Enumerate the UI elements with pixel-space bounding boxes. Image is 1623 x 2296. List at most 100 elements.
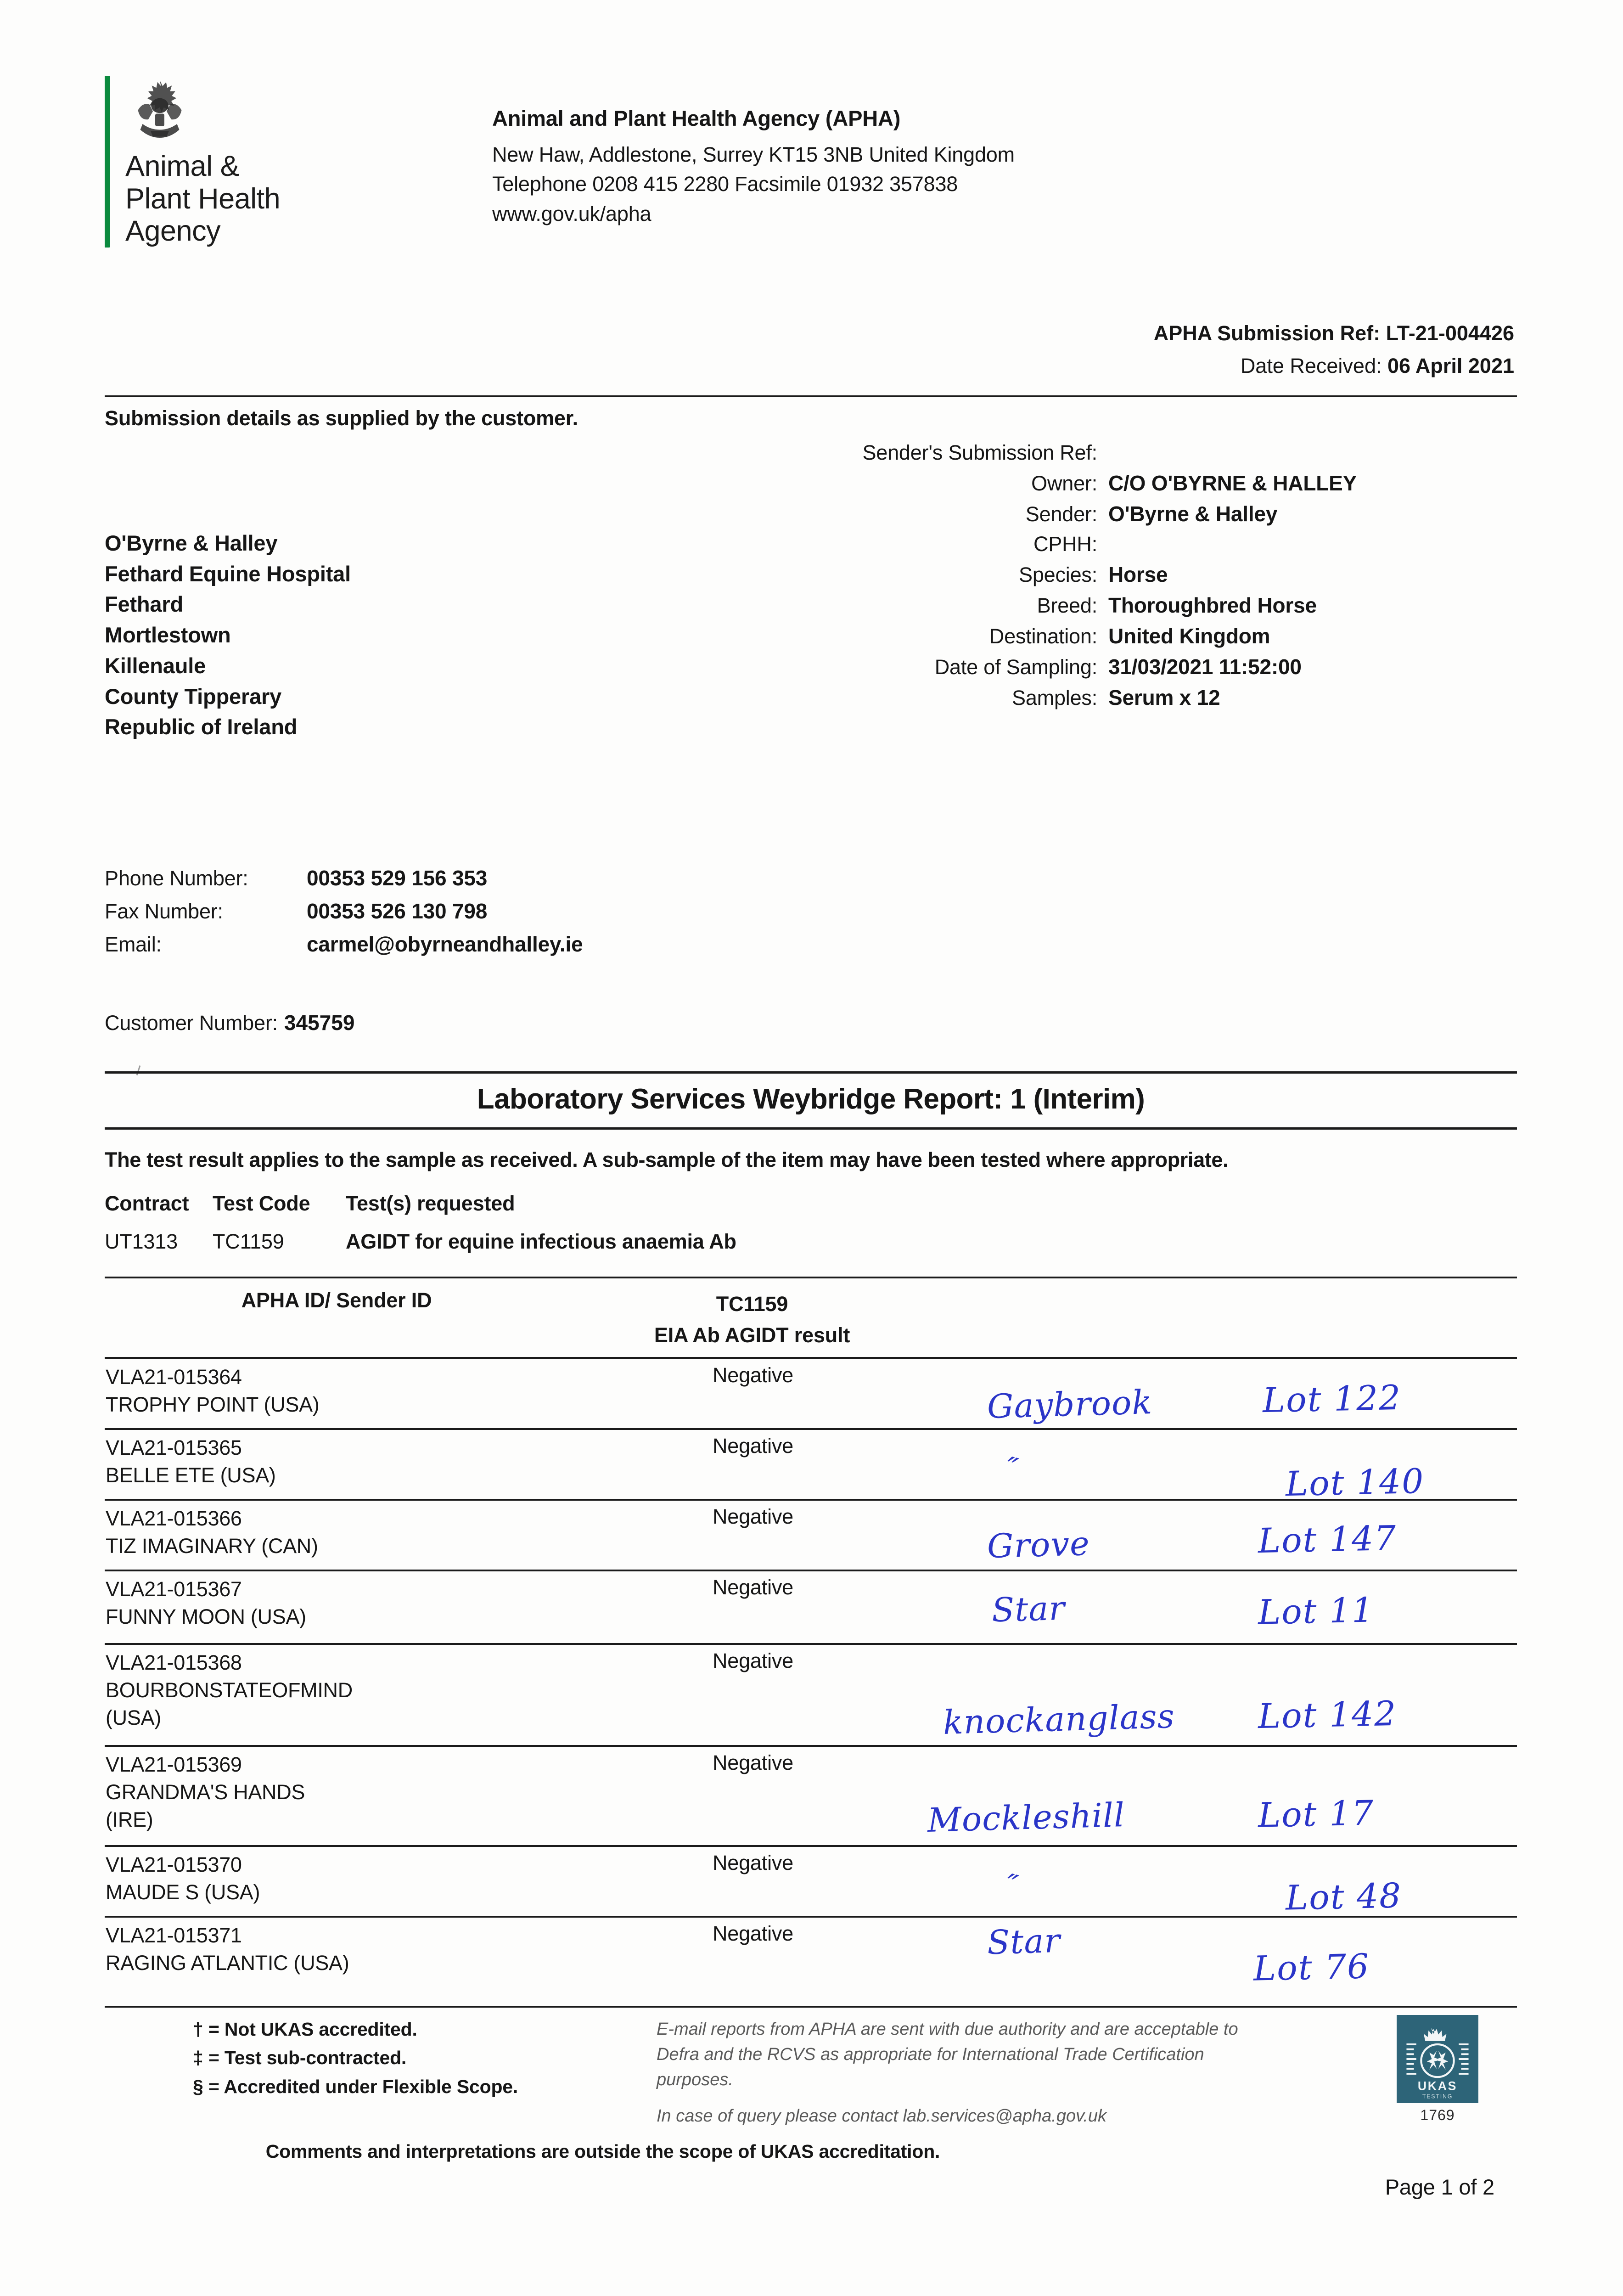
customer-address-block: O'Byrne & Halley Fethard Equine Hospital… xyxy=(105,528,351,743)
contact-label: Phone Number: xyxy=(105,867,248,890)
handwritten-ditto: ″ xyxy=(1001,1450,1023,1488)
test-result: Negative xyxy=(712,1505,793,1528)
customer-address-line: County Tipperary xyxy=(105,684,282,709)
detail-row: Sender: O'Byrne & Halley xyxy=(781,501,1515,526)
divider-above-footer xyxy=(105,2006,1517,2008)
submission-ref-value: LT-21-004426 xyxy=(1386,321,1514,345)
contact-details-block: Phone Number: 00353 529 156 353 Fax Numbe… xyxy=(105,866,583,965)
contact-value: 00353 529 156 353 xyxy=(307,866,488,890)
detail-label: Date of Sampling: xyxy=(934,655,1097,679)
sender-id: RAGING ATLANTIC (USA) xyxy=(106,1951,349,1975)
footnote-text: = Accredited under Flexible Scope. xyxy=(208,2076,518,2097)
handwritten-annotation-cell: Grove Lot 147 xyxy=(937,1501,1517,1570)
ukas-accreditation-mark: UKAS TESTING 1769 xyxy=(1385,2015,1490,2124)
customer-number-value: 345759 xyxy=(284,1011,355,1035)
handwritten-place: Gaybrook xyxy=(986,1382,1153,1426)
handwritten-annotation-cell: ″ Lot 48 xyxy=(937,1847,1517,1918)
scan-artifact xyxy=(136,1065,141,1075)
agency-address-block: Animal and Plant Health Agency (APHA) Ne… xyxy=(492,106,1365,229)
apha-id: VLA21-015367 xyxy=(106,1577,242,1601)
detail-row: CPHH: xyxy=(781,532,1515,556)
apha-id: VLA21-015369 xyxy=(106,1753,242,1776)
sample-identity: VLA21-015366 TIZ IMAGINARY (CAN) xyxy=(105,1501,569,1570)
table-row: VLA21-015370 MAUDE S (USA) Negative ″ Lo… xyxy=(105,1847,1517,1918)
handwritten-annotation-cell: Gaybrook Lot 122 xyxy=(937,1359,1517,1428)
double-dagger-symbol: ‡ xyxy=(193,2047,203,2069)
agency-postal-address: New Haw, Addlestone, Surrey KT15 3NB Uni… xyxy=(492,143,1015,166)
contact-row: Fax Number: 00353 526 130 798 xyxy=(105,899,583,923)
detail-row: Species: Horse xyxy=(781,562,1515,587)
detail-value: Horse xyxy=(1108,563,1168,586)
detail-row: Breed: Thoroughbred Horse xyxy=(781,593,1515,618)
handwritten-annotation-cell: Star Lot 76 xyxy=(937,1918,1517,1989)
test-result: Negative xyxy=(712,1576,793,1599)
sender-id: FUNNY MOON (USA) xyxy=(106,1604,306,1628)
divider-above-results xyxy=(105,1277,1517,1278)
result-column-header: TC1159 EIA Ab AGIDT result xyxy=(568,1289,936,1351)
test-table-row: UT1313 TC1159 AGIDT for equine infectiou… xyxy=(105,1230,1207,1254)
table-row: VLA21-015366 TIZ IMAGINARY (CAN) Negativ… xyxy=(105,1501,1517,1571)
contact-value: 00353 526 130 798 xyxy=(307,899,488,923)
detail-value: Serum x 12 xyxy=(1108,686,1220,709)
svg-text:TESTING: TESTING xyxy=(1422,2093,1453,2099)
result-test-name: EIA Ab AGIDT result xyxy=(654,1323,850,1347)
handwritten-annotation-cell: ″ Lot 140 xyxy=(937,1430,1517,1504)
customer-number-label: Customer Number: xyxy=(105,1011,278,1035)
handwritten-lot: Lot 76 xyxy=(1253,1947,1370,1989)
apha-logo: Animal & Plant Health Agency xyxy=(105,76,426,248)
results-table: APHA ID/ Sender ID TC1159 EIA Ab AGIDT r… xyxy=(105,1277,1517,1989)
ukas-logo-icon: UKAS TESTING xyxy=(1397,2015,1478,2103)
sample-identity: VLA21-015364 TROPHY POINT (USA) xyxy=(105,1359,569,1428)
tests-requested-value: AGIDT for equine infectious anaemia Ab xyxy=(346,1230,736,1253)
detail-label: Owner: xyxy=(1031,472,1097,495)
logo-line-3: Agency xyxy=(125,215,221,248)
detail-label: Destination: xyxy=(989,625,1097,648)
handwritten-annotation-cell: Star Lot 11 xyxy=(937,1571,1517,1643)
detail-label: CPHH: xyxy=(1033,532,1097,556)
apha-id: VLA21-015366 xyxy=(106,1507,242,1530)
date-received-label: Date Received: xyxy=(1240,354,1382,378)
detail-value: O'Byrne & Halley xyxy=(1108,502,1278,526)
test-result: Negative xyxy=(712,1751,793,1774)
submission-ref-row: APHA Submission Ref: LT-21-004426 xyxy=(826,317,1514,349)
footnote-legend: † = Not UKAS accredited. ‡ = Test sub-cont… xyxy=(193,2015,518,2101)
test-code-value: TC1159 xyxy=(213,1230,284,1253)
dagger-symbol: † xyxy=(193,2019,203,2040)
footnote-row: § = Accredited under Flexible Scope. xyxy=(193,2072,518,2101)
handwritten-lot: Lot 142 xyxy=(1258,1694,1398,1737)
apha-id: VLA21-015371 xyxy=(106,1924,242,1947)
detail-label: Sender's Submission Ref: xyxy=(862,441,1097,464)
ukas-scope-note: Comments and interpretations are outside… xyxy=(265,2141,940,2162)
test-result: Negative xyxy=(712,1649,793,1672)
sender-id: BELLE ETE (USA) xyxy=(106,1463,276,1487)
handwritten-ditto: ″ xyxy=(1001,1867,1023,1905)
apha-id: VLA21-015368 xyxy=(106,1651,242,1674)
table-row: VLA21-015368 BOURBONSTATEOFMIND (USA) Ne… xyxy=(105,1645,1517,1747)
customer-address-line: Mortlestown xyxy=(105,623,231,647)
handwritten-lot: Lot 140 xyxy=(1285,1461,1425,1504)
detail-row: Owner: C/O O'BYRNE & HALLEY xyxy=(781,471,1515,495)
test-result: Negative xyxy=(712,1922,793,1945)
customer-address-line: Killenaule xyxy=(105,653,206,678)
handwritten-annotation-cell: Mockleshill Lot 17 xyxy=(927,1747,1517,1845)
table-row: VLA21-015365 BELLE ETE (USA) Negative ″ … xyxy=(105,1430,1517,1504)
table-row: VLA21-015371 RAGING ATLANTIC (USA) Negat… xyxy=(105,1918,1517,1989)
detail-value: 31/03/2021 11:52:00 xyxy=(1108,655,1302,679)
handwritten-place: Star xyxy=(986,1921,1061,1962)
detail-value: Thoroughbred Horse xyxy=(1108,593,1317,617)
detail-label: Sender: xyxy=(1025,502,1097,526)
sample-identity: VLA21-015369 GRANDMA'S HANDS (IRE) xyxy=(105,1747,569,1845)
sample-identity: VLA21-015365 BELLE ETE (USA) xyxy=(105,1430,569,1499)
divider-under-header xyxy=(105,395,1517,397)
handwritten-lot: Lot 11 xyxy=(1258,1590,1375,1632)
tests-requested-header: Test(s) requested xyxy=(346,1192,515,1215)
green-accent-bar xyxy=(105,76,110,248)
customer-address-line: O'Byrne & Halley xyxy=(105,531,278,555)
table-row: VLA21-015367 FUNNY MOON (USA) Negative S… xyxy=(105,1571,1517,1645)
test-result: Negative xyxy=(712,1434,793,1458)
footnote-text: = Test sub-contracted. xyxy=(208,2047,407,2069)
agency-telephone: Telephone 0208 415 2280 Facsimile 01932 … xyxy=(492,172,958,196)
apha-id-header: APHA ID/ Sender ID xyxy=(241,1289,432,1312)
contact-label: Fax Number: xyxy=(105,900,223,923)
detail-row: Sender's Submission Ref: xyxy=(781,441,1515,465)
